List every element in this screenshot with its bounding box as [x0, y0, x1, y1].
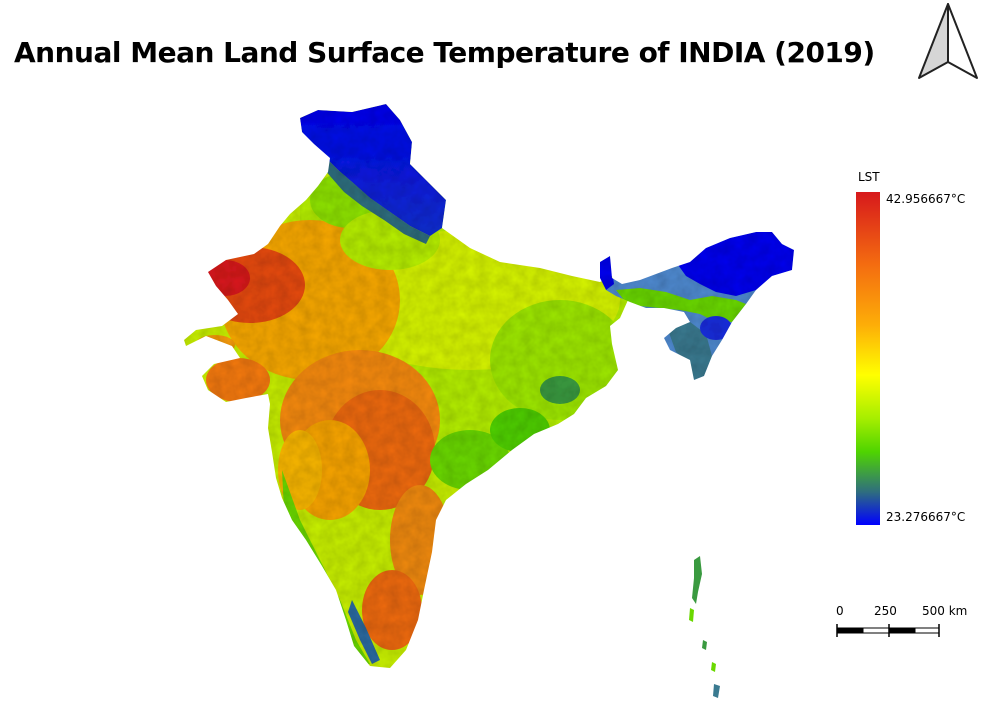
- mainland-lst-raster: [184, 104, 628, 668]
- legend: LST 42.956667°C 23.276667°C: [856, 170, 996, 530]
- andaman-nicobar-islands: [689, 556, 720, 698]
- scale-bar-graphic: [836, 624, 940, 637]
- scale-tick-250: 250: [874, 604, 897, 618]
- scale-bar: 0 250 500 km: [832, 604, 982, 644]
- north-arrow-icon: [918, 3, 978, 79]
- map-title: Annual Mean Land Surface Temperature of …: [14, 36, 875, 69]
- legend-max-label: 42.956667°C: [886, 192, 966, 206]
- northeast-lst-raster: [600, 232, 794, 380]
- legend-title: LST: [858, 170, 880, 184]
- legend-color-ramp: [856, 192, 880, 525]
- scale-tick-500: 500 km: [922, 604, 968, 618]
- scale-tick-0: 0: [836, 604, 844, 618]
- legend-min-label: 23.276667°C: [886, 510, 966, 524]
